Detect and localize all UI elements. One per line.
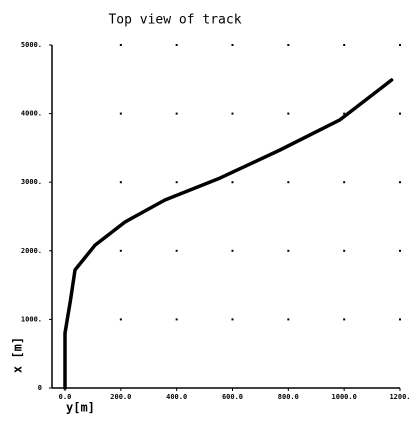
x-axis-label: y[m] (66, 401, 95, 415)
grid-dot (287, 44, 290, 46)
grid-dot (343, 249, 346, 252)
grid-dot (287, 181, 290, 184)
chart-title: Top view of track (108, 13, 241, 28)
x-tick-label: 800.0 (278, 393, 299, 401)
y-tick-label: 5000. (21, 41, 42, 49)
grid-dot (175, 249, 178, 252)
y-tick-label: 2000. (21, 247, 42, 255)
grid-dot (231, 318, 234, 321)
grid-dot (343, 44, 346, 46)
grid-dot (399, 44, 401, 46)
grid-dot (399, 181, 401, 184)
x-tick-label: 400.0 (166, 393, 187, 401)
y-tick-label: 4000. (21, 110, 42, 118)
x-tick-label: 600.0 (222, 393, 243, 401)
grid-dot (287, 249, 290, 252)
y-tick-label: 3000. (21, 178, 42, 186)
grid-dot (287, 112, 290, 115)
grid-dot (231, 112, 234, 115)
grid-dot (343, 318, 346, 321)
grid-dot (175, 181, 178, 184)
x-tick-label: 1000.0 (332, 393, 357, 401)
y-axis-label: x [m] (11, 337, 25, 373)
grid-dot (231, 44, 234, 46)
track-line (63, 78, 394, 390)
grid-dot (399, 318, 401, 321)
grid-dot (175, 318, 178, 321)
grid-dot (231, 181, 234, 184)
grid-dot (119, 44, 122, 46)
grid-dot (175, 44, 178, 46)
grid-dot (119, 181, 122, 184)
grid-dot (119, 318, 122, 321)
grid-dot (287, 318, 290, 321)
grid-dot (399, 112, 401, 115)
x-tick-label: 1200. (389, 393, 410, 401)
grid-dot (119, 249, 122, 252)
x-tick-label: 200.0 (110, 393, 131, 401)
grid-dot (399, 249, 401, 252)
grid-dot (231, 249, 234, 252)
grid-dot (343, 112, 346, 115)
grid-dot (119, 112, 122, 115)
y-tick-label: 1000. (21, 315, 42, 323)
grid-dot (175, 112, 178, 115)
grid-dot (343, 181, 346, 184)
y-tick-label: 0 (38, 384, 42, 392)
x-tick-label: 0.0 (59, 393, 72, 401)
